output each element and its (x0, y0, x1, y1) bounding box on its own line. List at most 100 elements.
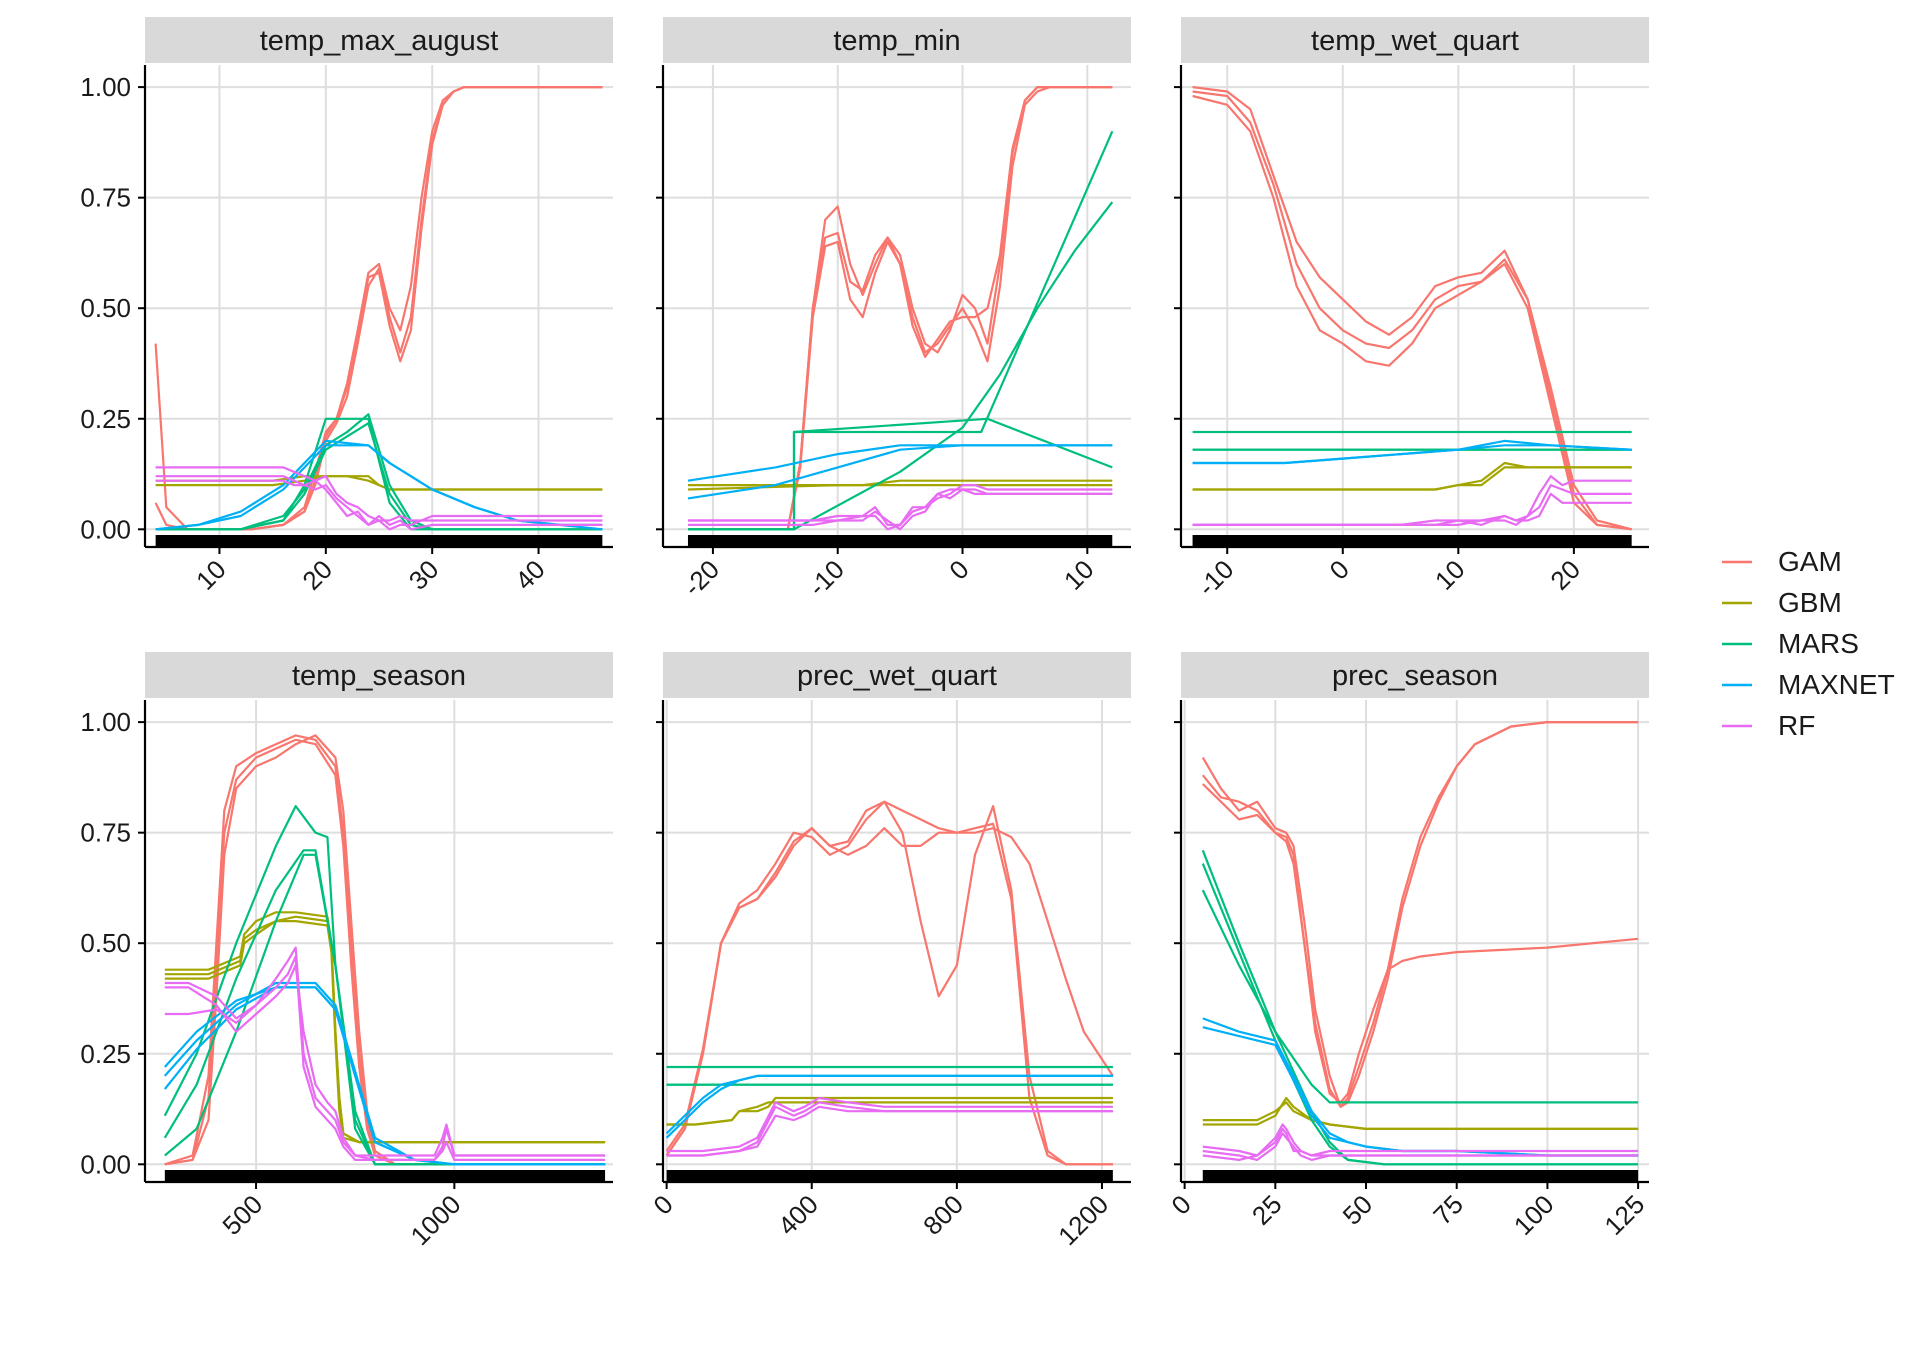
x-tick-label: 125 (1598, 1189, 1650, 1241)
legend: GAM GBM MARS MAXNET RF (1722, 546, 1895, 741)
series-group (1192, 86, 1632, 531)
series-line-GAM (1202, 783, 1639, 1104)
panel-temp_min: temp_min -20 -10 0 10 (656, 17, 1131, 602)
facet-strip (145, 652, 613, 698)
facet-strip (663, 17, 1131, 63)
rug-band (155, 535, 603, 547)
y-tick-label: 0.00 (80, 1149, 131, 1179)
series-line-RF (155, 466, 603, 522)
series-line-MARS (155, 422, 603, 531)
legend-label: RF (1778, 710, 1815, 741)
series-line-GAM (1201, 720, 1639, 1108)
series-line-GAM (665, 800, 1113, 1166)
series-line-GAM (155, 85, 603, 531)
y-tick-label: 0.75 (80, 818, 131, 848)
series-line-RF (1192, 492, 1632, 527)
legend-label: GAM (1778, 546, 1842, 577)
series-line-RF (164, 946, 606, 1157)
series-line-GAM (1192, 94, 1632, 531)
x-tick-label: 10 (1058, 554, 1100, 596)
series-line-GBM (155, 475, 603, 491)
series-line-MAXNET (1202, 1017, 1639, 1157)
series-line-MARS (155, 417, 603, 531)
series-line-GBM (164, 919, 606, 1144)
series-line-RF (688, 488, 1113, 531)
x-tick-label: 25 (1246, 1189, 1288, 1231)
x-tick-label: 1000 (404, 1189, 466, 1251)
series-group (665, 800, 1114, 1166)
facet-title: prec_season (1332, 660, 1498, 692)
x-tick-label: 20 (1544, 554, 1586, 596)
series-group (687, 85, 1114, 531)
legend-label: MARS (1778, 628, 1859, 659)
series-line-GBM (164, 911, 606, 1144)
series-line-GAM (688, 85, 1113, 531)
x-tick-label: 0 (647, 1189, 678, 1220)
series-line-GAM (1201, 720, 1639, 1108)
y-tick-label: 0.75 (80, 183, 131, 213)
facet-strip (663, 652, 1131, 698)
panel-prec_season: prec_season 0 25 50 75 100 125 (1165, 652, 1650, 1241)
x-tick-label: 30 (403, 554, 445, 596)
series-line-MAXNET (687, 444, 1113, 500)
series-line-GBM (155, 475, 603, 491)
series-line-MARS (688, 417, 1113, 531)
panel-temp_wet_quart: temp_wet_quart -10 0 10 20 (1174, 17, 1649, 602)
y-tick-label: 1.00 (80, 72, 131, 102)
series-line-GBM (1202, 1096, 1639, 1131)
x-tick-label: 20 (296, 554, 338, 596)
series-line-GBM (687, 484, 1113, 491)
x-tick-label: 10 (1429, 554, 1471, 596)
panel-temp_season: temp_season 0.00 0.25 0.50 0.75 1.00 500 1000 (80, 652, 613, 1251)
series-line-MAXNET (665, 1074, 1113, 1135)
series-line-MARS (1201, 863, 1639, 1166)
y-tick-label: 0.50 (80, 293, 131, 323)
y-tick-label: 0.00 (80, 514, 131, 544)
series-line-RF (688, 484, 1113, 531)
series-line-GAM (1192, 90, 1632, 531)
x-tick-label: 40 (509, 554, 551, 596)
legend-label: GBM (1778, 587, 1842, 618)
series-line-RF (1202, 1127, 1639, 1162)
series-line-MAXNET (163, 981, 606, 1166)
series-line-MARS (1201, 889, 1639, 1104)
x-tick-label: 500 (216, 1189, 268, 1241)
series-line-RF (155, 479, 603, 531)
series-line-GAM (164, 738, 606, 1166)
x-tick-label: 0 (1324, 554, 1355, 585)
facet-title: temp_season (292, 660, 466, 692)
series-group (1201, 720, 1639, 1166)
series-line-MARS (163, 849, 606, 1166)
y-tick-label: 0.50 (80, 928, 131, 958)
x-tick-label: 1200 (1052, 1189, 1114, 1251)
facet-title: prec_wet_quart (797, 660, 997, 692)
series-line-RF (1192, 484, 1632, 527)
series-line-RF (666, 1096, 1113, 1153)
facet-strip (1181, 17, 1649, 63)
facet-strip (1181, 652, 1649, 698)
series-group (163, 734, 606, 1166)
series-line-MARS (155, 413, 603, 531)
series-line-RF (164, 955, 606, 1162)
series-line-GAM (1192, 86, 1632, 531)
series-line-MAXNET (1192, 439, 1632, 465)
series-line-GBM (1192, 461, 1632, 491)
series-line-RF (666, 1105, 1113, 1157)
x-tick-label: 400 (772, 1189, 824, 1241)
series-line-RF (164, 964, 606, 1162)
rug-band (666, 1170, 1113, 1182)
series-line-GAM (665, 822, 1113, 1166)
series-line-GBM (1202, 1101, 1639, 1131)
x-tick-label: 50 (1337, 1189, 1379, 1231)
x-tick-label: 0 (943, 554, 974, 585)
facet-title: temp_max_august (260, 25, 499, 57)
panel-temp_max_august: temp_max_august 0.00 0.25 0.50 0.75 1.00 10 20 3… (80, 17, 613, 596)
series-line-MARS (1201, 849, 1639, 1166)
y-tick-label: 0.25 (80, 404, 131, 434)
series-line-RF (688, 488, 1113, 527)
x-tick-label: 10 (190, 554, 232, 596)
series-line-MAXNET (155, 439, 603, 531)
x-tick-label: 0 (1165, 1189, 1196, 1220)
